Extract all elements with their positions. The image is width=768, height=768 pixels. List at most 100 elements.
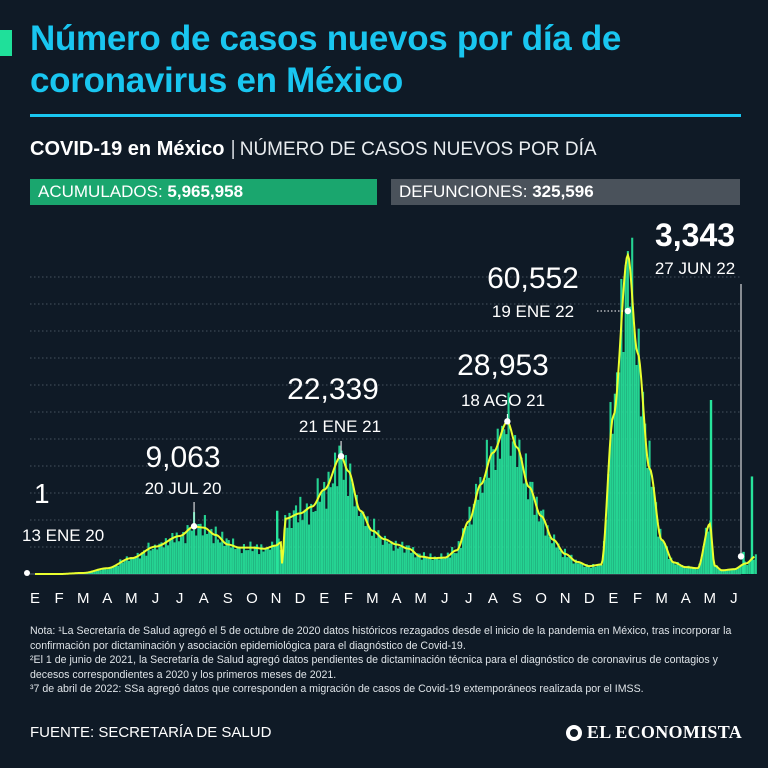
daily-bar: [707, 531, 710, 574]
source-label: FUENTE: SECRETARÍA DE SALUD: [30, 724, 272, 741]
daily-bar: [193, 512, 196, 574]
daily-bar: [297, 522, 300, 574]
daily-bar: [108, 567, 111, 574]
accent-bar: [0, 30, 12, 56]
x-tick-label: A: [102, 590, 112, 607]
daily-bar: [249, 541, 252, 574]
daily-bar: [561, 557, 564, 574]
daily-bar: [633, 328, 636, 574]
daily-bar: [245, 550, 248, 574]
daily-bar: [509, 455, 512, 574]
daily-bar: [284, 515, 287, 574]
daily-bar: [101, 567, 105, 574]
daily-bar: [743, 561, 747, 574]
daily-bar: [479, 477, 482, 574]
spike-bar: [276, 510, 279, 574]
daily-bar: [307, 524, 311, 574]
x-tick-label: J: [441, 590, 449, 607]
daily-bar: [156, 549, 159, 574]
daily-bar: [728, 569, 731, 574]
daily-bar: [251, 551, 254, 574]
daily-bar: [427, 558, 430, 574]
x-tick-label: M: [77, 590, 90, 607]
daily-bar: [164, 538, 167, 574]
peak-annotation: 3,343 27 JUN 22: [655, 217, 745, 560]
peak-marker: [337, 453, 345, 460]
daily-bar: [670, 557, 673, 574]
daily-bar: [292, 510, 295, 574]
peak-date: 20 JUL 20: [145, 479, 222, 498]
daily-bar: [381, 544, 384, 574]
footnote-2: ²El 1 de junio de 2021, la Secretaría de…: [30, 654, 718, 681]
daily-bar: [735, 569, 738, 574]
daily-bar: [474, 483, 478, 574]
daily-bar: [444, 556, 447, 574]
daily-bar: [186, 525, 189, 574]
daily-bar: [351, 482, 354, 574]
daily-bar: [453, 552, 456, 574]
daily-bar: [329, 487, 332, 574]
peak-date: 19 ENE 22: [492, 302, 574, 321]
daily-bar: [626, 251, 629, 574]
daily-bar: [494, 469, 497, 574]
peak-date: 13 ENE 20: [22, 526, 104, 545]
daily-bar: [691, 568, 694, 574]
daily-bar: [405, 545, 408, 574]
daily-bar: [492, 449, 495, 574]
daily-bar: [442, 558, 445, 574]
daily-bar: [377, 530, 380, 574]
peak-value: 60,552: [487, 262, 579, 295]
daily-bar: [485, 439, 488, 574]
deaths-badge: DEFUNCIONES: 325,596: [391, 179, 740, 205]
daily-bar: [529, 481, 532, 574]
daily-bar: [171, 533, 174, 574]
daily-bar: [386, 541, 389, 574]
daily-bar: [132, 558, 135, 574]
x-tick-label: A: [681, 590, 691, 607]
daily-bar: [520, 457, 523, 574]
daily-bar: [258, 554, 261, 574]
daily-bar: [663, 543, 666, 574]
daily-bar: [184, 543, 187, 574]
daily-bar: [737, 567, 740, 574]
x-tick-label: D: [295, 590, 306, 607]
daily-bar: [514, 435, 517, 574]
daily-bar: [594, 566, 597, 574]
daily-bar: [631, 237, 634, 574]
daily-bar: [357, 516, 360, 574]
peak-value: 3,343: [655, 217, 735, 253]
peak-marker: [190, 523, 198, 530]
daily-bar: [470, 524, 473, 574]
daily-bar: [242, 544, 245, 574]
daily-bar: [412, 547, 415, 574]
daily-bar: [383, 535, 386, 574]
subtitle-strong: COVID-19 en México: [30, 138, 225, 160]
daily-bar: [206, 533, 209, 574]
daily-bar: [694, 567, 697, 574]
daily-bar: [661, 540, 664, 574]
daily-bar: [503, 429, 506, 574]
daily-bar: [91, 571, 94, 574]
daily-bar: [273, 545, 276, 574]
daily-bar: [527, 499, 530, 574]
daily-bar: [420, 559, 423, 574]
daily-bar: [648, 440, 651, 574]
daily-bar: [550, 543, 553, 574]
daily-bar: [696, 569, 699, 574]
daily-bar: [592, 563, 595, 574]
x-tick-label: M: [366, 590, 379, 607]
daily-bar: [175, 532, 178, 574]
daily-bar: [214, 526, 217, 574]
daily-bar: [700, 557, 703, 574]
daily-bar: [622, 352, 625, 574]
daily-bar: [455, 553, 458, 574]
daily-bar: [364, 526, 367, 574]
daily-bar: [457, 541, 460, 574]
daily-bar: [271, 541, 274, 574]
peak-annotation: 1 13 ENE 20: [22, 478, 104, 576]
daily-bar: [438, 559, 441, 574]
daily-bar: [140, 552, 144, 574]
daily-bar: [208, 531, 211, 574]
x-tick-label: E: [608, 590, 618, 607]
